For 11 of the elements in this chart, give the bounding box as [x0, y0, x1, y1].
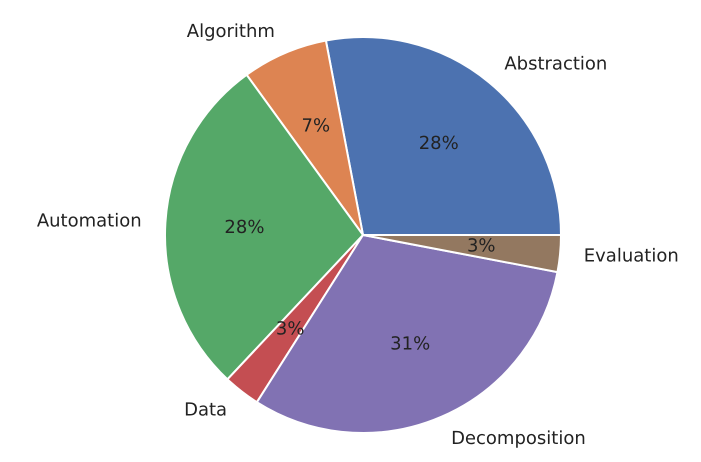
data-label: 3% [466, 236, 496, 257]
slice-label: Data [184, 400, 228, 421]
slice-label: Algorithm [186, 20, 275, 42]
data-label: 28% [224, 217, 264, 238]
data-label: 31% [390, 334, 430, 355]
slice-label: Evaluation [584, 245, 679, 266]
slice-label: Decomposition [451, 428, 586, 450]
slice-label: Abstraction [504, 54, 608, 75]
data-label: 7% [302, 115, 330, 136]
data-label: 28% [418, 132, 459, 154]
slice-label: Automation [36, 210, 142, 232]
